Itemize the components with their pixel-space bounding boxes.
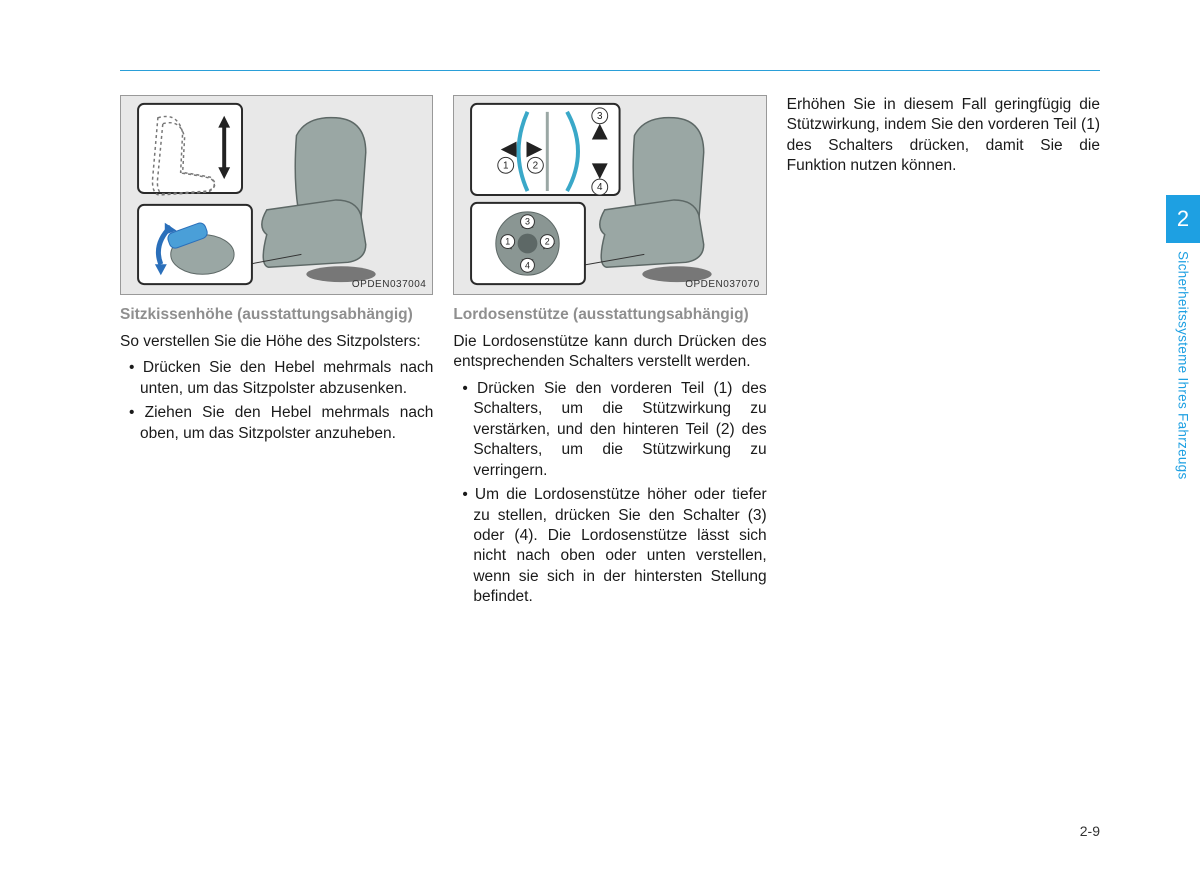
list-item: Um die Lordosenstütze höher oder tiefer … [453, 485, 766, 608]
heading-lumbar: Lordosenstütze (ausstattungsabhängig) [453, 305, 766, 326]
chapter-tab-label: Sicherheitssysteme Ihres Fahrzeugs [1176, 251, 1191, 480]
content-columns: OPDEN037004 Sitzkissenhöhe (ausstattungs… [120, 95, 1100, 612]
chapter-tab-number: 2 [1166, 195, 1200, 243]
svg-text:4: 4 [597, 182, 603, 193]
list-item: Ziehen Sie den Hebel mehrmals nach oben,… [120, 403, 433, 444]
heading-seat-height: Sitzkissenhöhe (ausstattungsabhängig) [120, 305, 433, 326]
seat-height-illustration [121, 96, 432, 294]
svg-text:4: 4 [525, 260, 530, 270]
svg-text:2: 2 [545, 237, 550, 247]
svg-text:3: 3 [597, 111, 603, 122]
column-middle: 1 2 3 4 [453, 95, 766, 612]
paragraph-right: Erhöhen Sie in diesem Fall geringfügig d… [787, 95, 1100, 177]
chapter-tab: 2 Sicherheitssysteme Ihres Fahrzeugs [1166, 195, 1200, 480]
figure-label: OPDEN037004 [352, 279, 426, 290]
bullets-seat-height: Drücken Sie den Hebel mehrmals nach unte… [120, 358, 433, 444]
page-number: 2-9 [1080, 823, 1100, 839]
bullets-lumbar: Drücken Sie den vorderen Teil (1) des Sc… [453, 379, 766, 608]
figure-label: OPDEN037070 [685, 279, 759, 290]
figure-lumbar: 1 2 3 4 [453, 95, 766, 295]
intro-seat-height: So verstellen Sie die Höhe des Sitzpolst… [120, 332, 433, 352]
column-left: OPDEN037004 Sitzkissenhöhe (ausstattungs… [120, 95, 433, 612]
list-item: Drücken Sie den Hebel mehrmals nach unte… [120, 358, 433, 399]
svg-text:2: 2 [533, 160, 539, 171]
list-item: Drücken Sie den vorderen Teil (1) des Sc… [453, 379, 766, 481]
figure-seat-height: OPDEN037004 [120, 95, 433, 295]
intro-lumbar: Die Lordosenstütze kann durch Drücken de… [453, 332, 766, 373]
svg-text:1: 1 [506, 237, 511, 247]
manual-page: OPDEN037004 Sitzkissenhöhe (ausstattungs… [0, 0, 1200, 875]
svg-text:3: 3 [525, 217, 530, 227]
column-right: Erhöhen Sie in diesem Fall geringfügig d… [787, 95, 1100, 612]
svg-text:1: 1 [503, 160, 509, 171]
lumbar-illustration: 1 2 3 4 [454, 96, 765, 294]
top-rule [120, 70, 1100, 71]
